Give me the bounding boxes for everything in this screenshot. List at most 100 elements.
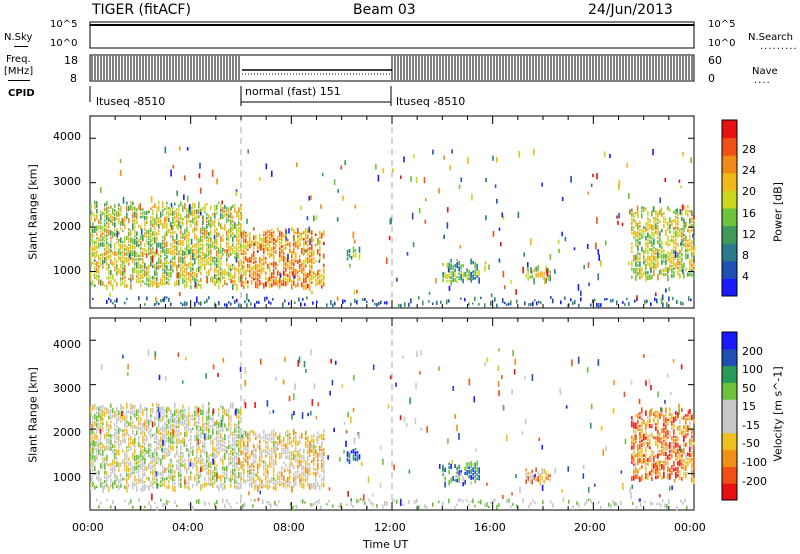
echo-cell (236, 440, 238, 443)
echo-cell (647, 442, 649, 448)
echo-cell (653, 417, 655, 424)
echo-cell (238, 467, 240, 472)
echo-cell (589, 422, 592, 429)
echo-cell (348, 452, 351, 459)
echo-cell (182, 437, 184, 444)
echo-cell (350, 302, 352, 307)
echo-cell (350, 498, 353, 502)
echo-cell (124, 452, 126, 458)
echo-cell (96, 485, 98, 489)
echo-cell (311, 243, 313, 251)
echo-cell (176, 433, 178, 438)
echo-cell (317, 458, 319, 462)
echo-cell (675, 438, 677, 442)
echo-cell (402, 503, 404, 507)
echo-cell (299, 254, 301, 258)
echo-cell (468, 470, 470, 474)
echo-cell (312, 301, 314, 305)
echo-cell (305, 441, 307, 448)
echo-cell (292, 271, 294, 277)
echo-cell (218, 201, 220, 205)
echo-cell (298, 297, 300, 302)
echo-cell (683, 415, 685, 420)
echo-cell (689, 229, 691, 234)
echo-cell (199, 187, 202, 194)
echo-cell (190, 442, 192, 445)
echo-cell (432, 149, 434, 155)
echo-cell (616, 502, 618, 506)
echo-cell (170, 231, 172, 235)
echo-cell (468, 466, 470, 470)
echo-cell (245, 444, 247, 452)
echo-cell (346, 257, 349, 261)
echo-cell (212, 475, 214, 481)
echo-cell (146, 220, 148, 225)
echo-cell (321, 482, 323, 487)
echo-cell (537, 265, 539, 272)
echo-cell (190, 418, 192, 421)
power-cbar-tick: 24 (742, 164, 756, 177)
echo-cell (136, 236, 138, 240)
echo-cell (528, 303, 530, 307)
echo-cell (110, 240, 112, 243)
echo-cell (635, 261, 637, 267)
echo-cell (152, 275, 154, 280)
echo-cell (319, 445, 321, 452)
echo-cell (604, 240, 607, 246)
echo-cell (126, 205, 128, 212)
echo-cell (550, 296, 552, 299)
echo-cell (200, 467, 202, 473)
echo-cell (108, 243, 110, 247)
echo-cell (100, 253, 102, 257)
echo-cell (108, 428, 110, 433)
echo-cell (196, 454, 198, 460)
echo-cell (309, 472, 311, 476)
echo-cell (168, 217, 170, 223)
echo-cell (512, 503, 514, 506)
echo-cell (647, 255, 649, 261)
echo-cell (198, 498, 200, 504)
echo-cell (454, 273, 456, 277)
echo-cell (228, 408, 230, 414)
echo-cell (657, 474, 659, 479)
colorbar-segment (722, 137, 737, 156)
echo-cell (428, 300, 430, 303)
echo-cell (399, 499, 402, 506)
echo-cell (315, 478, 317, 484)
echo-cell (192, 202, 194, 210)
echo-cell (540, 301, 542, 305)
echo-cell (542, 500, 544, 505)
echo-cell (236, 210, 238, 218)
echo-cell (240, 213, 243, 220)
echo-cell (312, 503, 314, 507)
echo-cell (285, 256, 287, 261)
echo-cell (377, 174, 380, 182)
echo-cell (639, 224, 641, 228)
echo-cell (222, 226, 224, 230)
echo-cell (275, 431, 277, 437)
echo-cell (190, 224, 192, 228)
echo-cell (214, 471, 216, 478)
echo-cell (200, 208, 202, 214)
echo-cell (541, 484, 544, 491)
echo-cell (148, 278, 150, 282)
echo-cell (134, 425, 136, 429)
echo-cell (198, 258, 200, 266)
echo-cell (515, 473, 517, 479)
echo-cell (92, 280, 94, 287)
echo-cell (222, 486, 224, 491)
echo-cell (240, 275, 242, 282)
echo-cell (222, 276, 224, 279)
echo-cell (580, 297, 582, 302)
echo-cell (110, 478, 112, 483)
echo-cell (513, 369, 516, 375)
echo-cell (222, 443, 224, 448)
echo-cell (643, 354, 645, 358)
echo-cell (639, 434, 642, 439)
echo-cell (673, 235, 675, 239)
echo-cell (293, 473, 295, 476)
echo-cell (222, 498, 224, 504)
echo-cell (498, 227, 501, 231)
echo-cell (283, 234, 285, 239)
echo-cell (130, 467, 132, 472)
